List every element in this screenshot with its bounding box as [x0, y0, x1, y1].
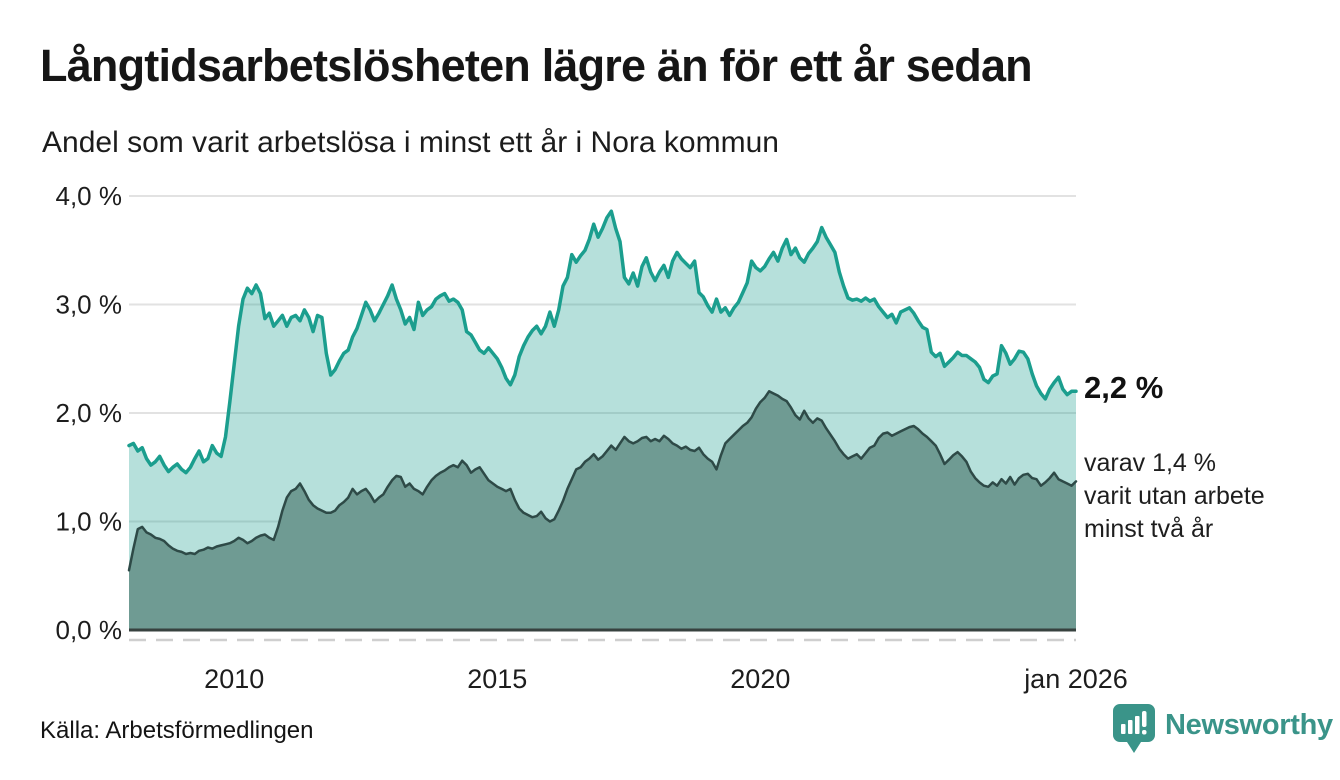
area-two-years — [129, 391, 1076, 630]
latest-value-label: 2,2 % — [1084, 370, 1164, 405]
page-title: Långtidsarbetslösheten lägre än för ett … — [40, 40, 1033, 91]
x-tick-label: 2015 — [467, 664, 527, 694]
source-note: Källa: Arbetsförmedlingen — [40, 717, 314, 744]
newsworthy-logo: Newsworthy — [1112, 703, 1333, 755]
y-tick-label: 3,0 % — [56, 290, 123, 320]
line-total-one-year — [127, 209, 1078, 475]
y-tick-label: 4,0 % — [56, 181, 123, 211]
x-tick-label: 2020 — [730, 664, 790, 694]
y-tick-label: 2,0 % — [56, 398, 123, 428]
x-tick-label: jan 2026 — [1023, 664, 1128, 694]
secondary-annotation: varav 1,4 % varit utan arbete minst två … — [1084, 449, 1265, 543]
y-tick-label: 1,0 % — [56, 507, 123, 537]
y-tick-label: 0,0 % — [56, 615, 123, 645]
newsworthy-bubble-chart-icon — [1113, 704, 1155, 753]
line-two-years — [127, 390, 1078, 572]
newsworthy-wordmark: Newsworthy — [1165, 708, 1333, 741]
x-tick-label: 2010 — [204, 664, 264, 694]
page-subtitle: Andel som varit arbetslösa i minst ett å… — [42, 126, 779, 159]
